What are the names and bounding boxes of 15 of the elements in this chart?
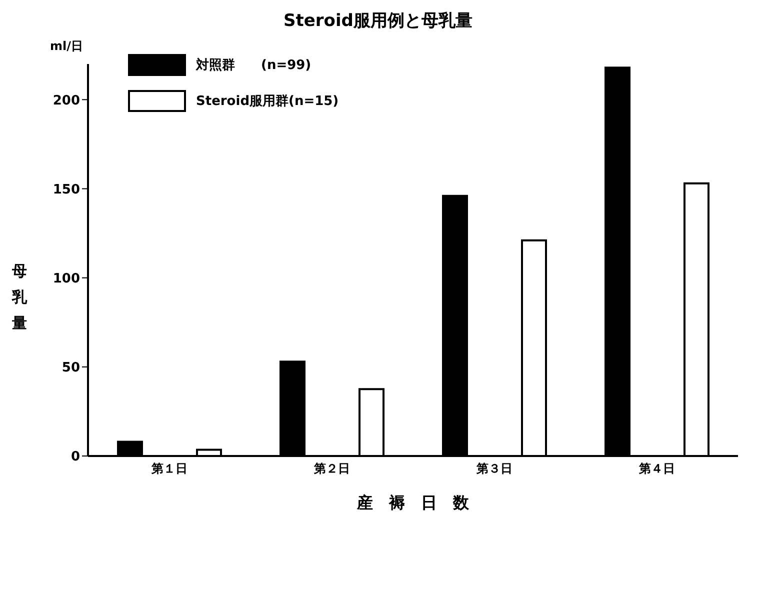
- chart-title: Steroid服用例と母乳量: [282, 10, 474, 33]
- y-axis-title: 母乳量: [12, 261, 28, 334]
- text: ml/日: [50, 38, 83, 55]
- y-tick-label: 200: [52, 93, 80, 108]
- y-tick-label: 100: [52, 271, 80, 286]
- legend-label: 対照群 (n=99): [196, 56, 312, 74]
- x-axis-title: 産 褥 日 数: [356, 493, 470, 512]
- y-tick-label: 0: [70, 450, 80, 465]
- y-tick-label: 50: [62, 360, 80, 376]
- x-tick-label: 第４日: [638, 462, 675, 476]
- x-tick-label: 第２日: [312, 462, 350, 476]
- y-tick-label: 150: [52, 182, 80, 198]
- legend-label: Steroid服用群(n=15): [196, 93, 339, 110]
- x-tick-label: 第１日: [150, 462, 188, 476]
- x-tick-label: 第３日: [475, 462, 512, 476]
